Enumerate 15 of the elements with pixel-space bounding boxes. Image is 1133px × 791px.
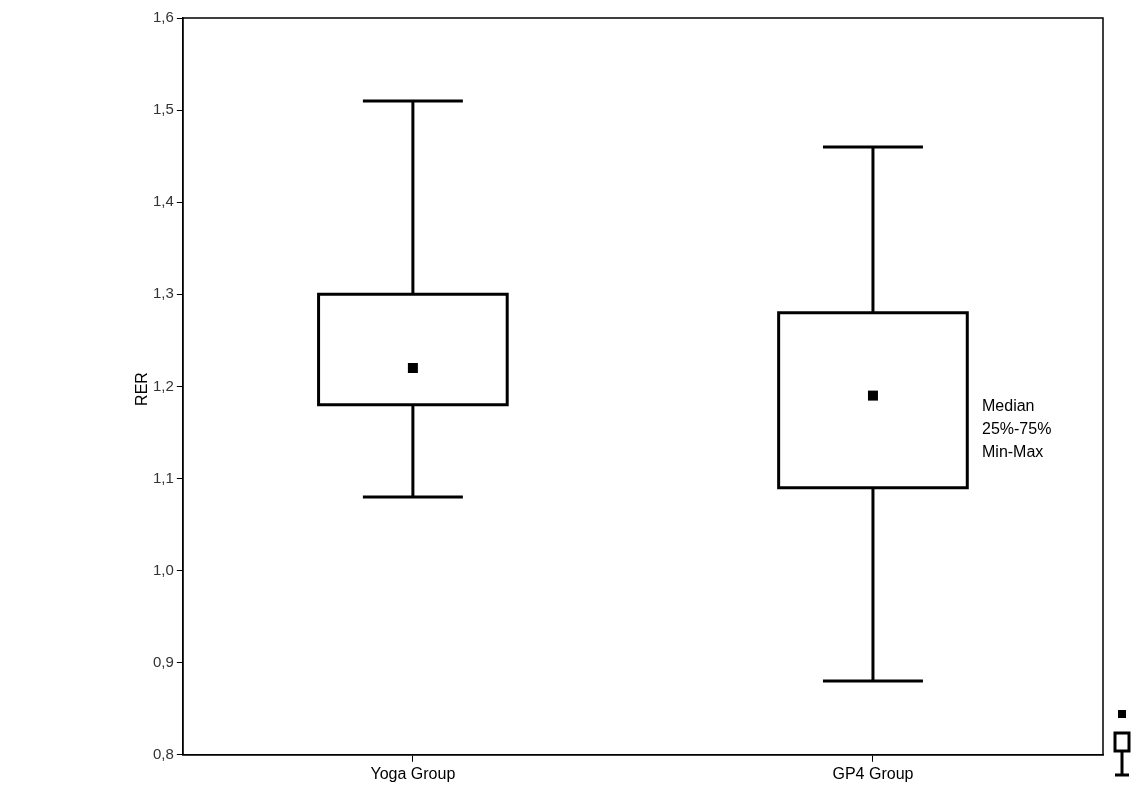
y-tick-label: 1,5 [152,100,174,118]
y-tick-label: 1,1 [152,468,174,486]
annotation: Min-Max [982,442,1045,462]
annotation: 25%-75% [982,419,1052,439]
x-tick-label: GP4 Group [832,764,914,782]
y-tick-label: 1,3 [152,284,174,302]
y-tick-label: 1,4 [152,192,174,210]
y-tick-label: 1,6 [152,8,174,26]
annotation: Median [982,396,1036,416]
y-axis-title: RER [132,372,151,406]
x-tick-label: Yoga Group [370,764,456,782]
y-tick-label: 1,0 [152,560,174,578]
y-tick-label: 0,8 [152,744,174,762]
y-tick-label: 0,9 [152,652,174,670]
y-tick-label: 1,2 [152,376,174,394]
